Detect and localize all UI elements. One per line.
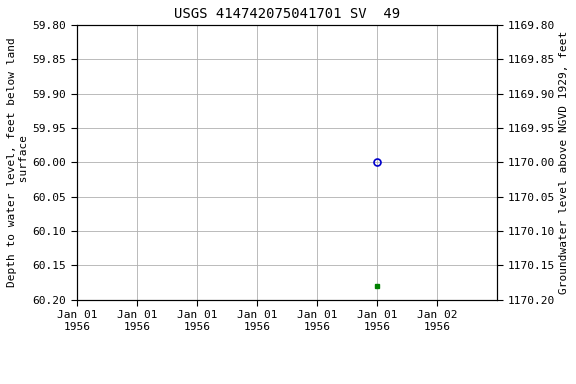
Title: USGS 414742075041701 SV  49: USGS 414742075041701 SV 49 bbox=[174, 7, 400, 21]
Y-axis label: Groundwater level above NGVD 1929, feet: Groundwater level above NGVD 1929, feet bbox=[559, 31, 569, 294]
Y-axis label: Depth to water level, feet below land
 surface: Depth to water level, feet below land su… bbox=[7, 37, 29, 287]
Legend: Period of approved data: Period of approved data bbox=[190, 379, 385, 384]
